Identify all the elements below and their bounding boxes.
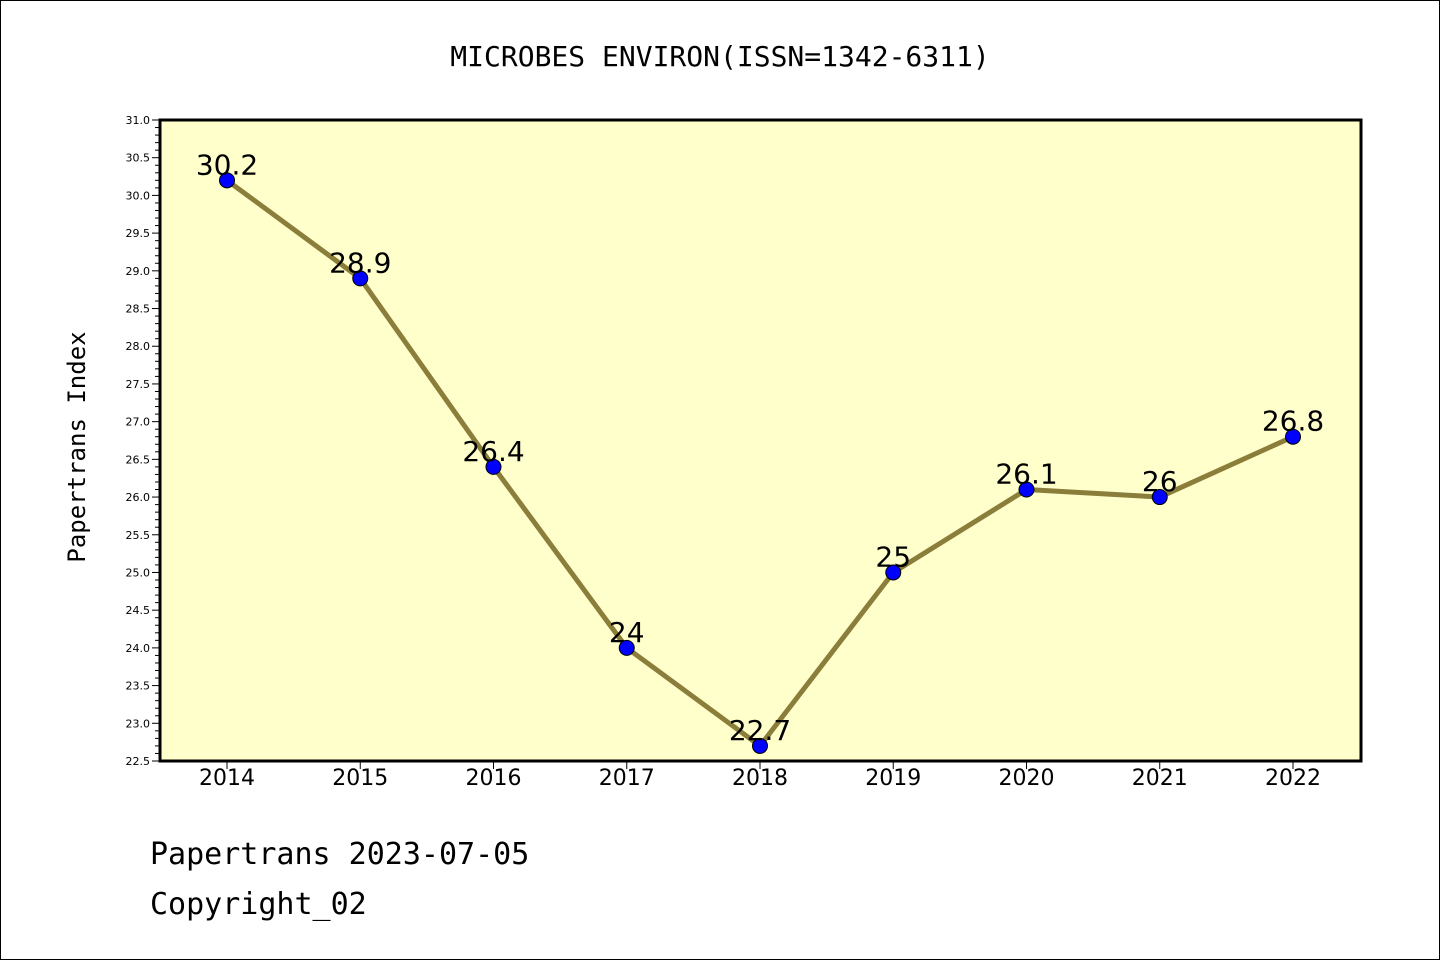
- y-axis-label: Papertrans Index: [63, 331, 91, 562]
- data-label: 26: [1142, 465, 1178, 498]
- data-labels: 30.2 28.9 26.4 24 22.7 25 26.1 26 26.8: [196, 148, 1324, 747]
- y-tick-label: 23.0: [126, 717, 151, 730]
- chart-title: MICROBES ENVIRON(ISSN=1342-6311): [450, 40, 989, 73]
- x-tick-label: 2019: [865, 766, 921, 791]
- x-tick-label: 2020: [999, 766, 1055, 791]
- data-label: 26.8: [1262, 405, 1324, 438]
- y-tick-label: 26.0: [126, 491, 151, 504]
- x-tick-label: 2021: [1132, 766, 1188, 791]
- y-tick-label: 31.0: [126, 114, 151, 127]
- y-tick-label: 24.5: [126, 604, 151, 617]
- data-label: 30.2: [196, 148, 258, 181]
- y-tick-label: 27.5: [126, 378, 151, 391]
- x-axis: 2014 2015 2016 2017 2018 2019 2020 2021 2022: [199, 761, 1321, 791]
- series-group: [219, 172, 1301, 754]
- data-point: [219, 172, 235, 189]
- data-point: [352, 270, 369, 287]
- plot-area: [160, 120, 1361, 761]
- y-tick-label: 28.0: [126, 340, 151, 353]
- x-tick-label: 2014: [199, 766, 255, 791]
- x-tick-label: 2022: [1265, 766, 1321, 791]
- data-label: 22.7: [729, 714, 791, 747]
- data-point: [1151, 489, 1168, 506]
- y-axis: 22.5 23.0 23.5 24.0 24.5 25.0 25.5 26.0 26.5 27.0…: [126, 114, 160, 768]
- data-point: [1018, 481, 1035, 498]
- y-tick-label: 22.5: [126, 755, 151, 768]
- data-point: [885, 564, 902, 581]
- data-label: 26.1: [995, 458, 1057, 491]
- y-tick-label: 28.5: [126, 303, 151, 316]
- data-point: [618, 639, 635, 656]
- plot-border: [158, 118, 1363, 763]
- data-point: [485, 458, 502, 475]
- data-label: 26.4: [462, 435, 524, 468]
- y-tick-label: 29.5: [126, 227, 151, 240]
- y-tick-label: 27.0: [126, 416, 151, 429]
- data-point: [752, 737, 768, 754]
- y-tick-label: 25.0: [126, 566, 151, 579]
- data-point: [1285, 428, 1301, 445]
- source-footer: Papertrans 2023-07-05: [150, 837, 529, 872]
- y-tick-label: 26.5: [126, 453, 151, 466]
- y-tick-label: 30.5: [126, 152, 151, 165]
- x-tick-label: 2018: [732, 766, 788, 791]
- x-tick-label: 2017: [599, 766, 655, 791]
- x-tick-label: 2015: [332, 766, 388, 791]
- y-tick-label: 29.0: [126, 265, 151, 278]
- y-tick-label: 25.5: [126, 529, 151, 542]
- y-tick-label: 30.0: [126, 189, 151, 202]
- y-tick-label: 23.5: [126, 680, 151, 693]
- x-tick-label: 2016: [466, 766, 522, 791]
- data-label: 25: [875, 540, 911, 573]
- data-label: 28.9: [329, 246, 391, 279]
- copyright-footer: Copyright_02: [150, 887, 367, 922]
- y-tick-label: 24.0: [126, 642, 151, 655]
- data-label: 24: [609, 616, 645, 649]
